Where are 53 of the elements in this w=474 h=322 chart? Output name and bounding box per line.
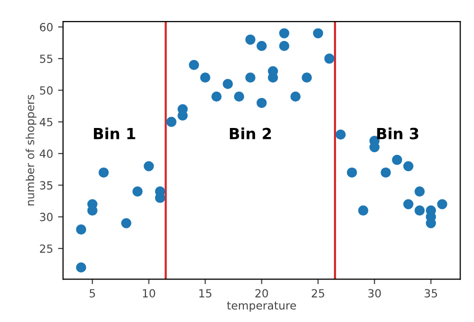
point xyxy=(268,72,278,83)
annotation: Bin 3 xyxy=(377,128,418,140)
y-axis-title: number of shoppers xyxy=(26,94,36,206)
point xyxy=(358,205,368,216)
point xyxy=(200,72,210,83)
x-tick-label: 15 xyxy=(199,289,212,298)
point xyxy=(324,54,334,64)
point xyxy=(279,40,290,52)
x-tick-label: 20 xyxy=(255,289,268,298)
y-tick-label: 40 xyxy=(40,150,53,158)
point xyxy=(290,91,301,102)
point xyxy=(211,91,222,102)
point xyxy=(76,262,86,273)
point xyxy=(144,161,154,172)
point xyxy=(392,154,402,165)
y-tick-label: 55 xyxy=(40,54,52,63)
point xyxy=(256,40,267,52)
point xyxy=(256,98,267,108)
point xyxy=(380,167,391,178)
annotation: Bin 2 xyxy=(230,128,271,140)
point xyxy=(121,218,132,228)
point xyxy=(234,91,244,102)
point xyxy=(188,60,200,70)
point xyxy=(437,199,448,210)
y-tick-label: 30 xyxy=(40,212,53,222)
x-tick-label: 5 xyxy=(90,289,95,298)
y-tick-label: 50 xyxy=(40,86,53,95)
point xyxy=(222,78,233,90)
x-tick-label: 30 xyxy=(368,289,381,298)
point xyxy=(98,167,109,178)
point xyxy=(312,28,324,38)
x-axis-title: temperature xyxy=(227,302,296,312)
point xyxy=(302,72,312,83)
point xyxy=(245,72,256,83)
y-tick-label: 35 xyxy=(40,181,52,190)
x-tick-label: 35 xyxy=(424,289,438,298)
x-tick-label: 10 xyxy=(142,289,156,298)
point xyxy=(414,205,425,216)
point xyxy=(346,167,358,178)
point xyxy=(245,34,256,45)
x-tick-label: 25 xyxy=(312,289,324,298)
point xyxy=(279,28,290,38)
point xyxy=(76,224,86,235)
point xyxy=(166,116,176,127)
point xyxy=(403,161,414,172)
point xyxy=(403,199,414,210)
point xyxy=(414,186,425,197)
point xyxy=(336,129,346,140)
y-tick-label: 45 xyxy=(40,118,52,126)
y-tick-label: 25 xyxy=(40,244,52,253)
y-tick-label: 60 xyxy=(40,22,53,32)
point xyxy=(132,186,143,197)
annotation: Bin 1 xyxy=(94,128,136,140)
